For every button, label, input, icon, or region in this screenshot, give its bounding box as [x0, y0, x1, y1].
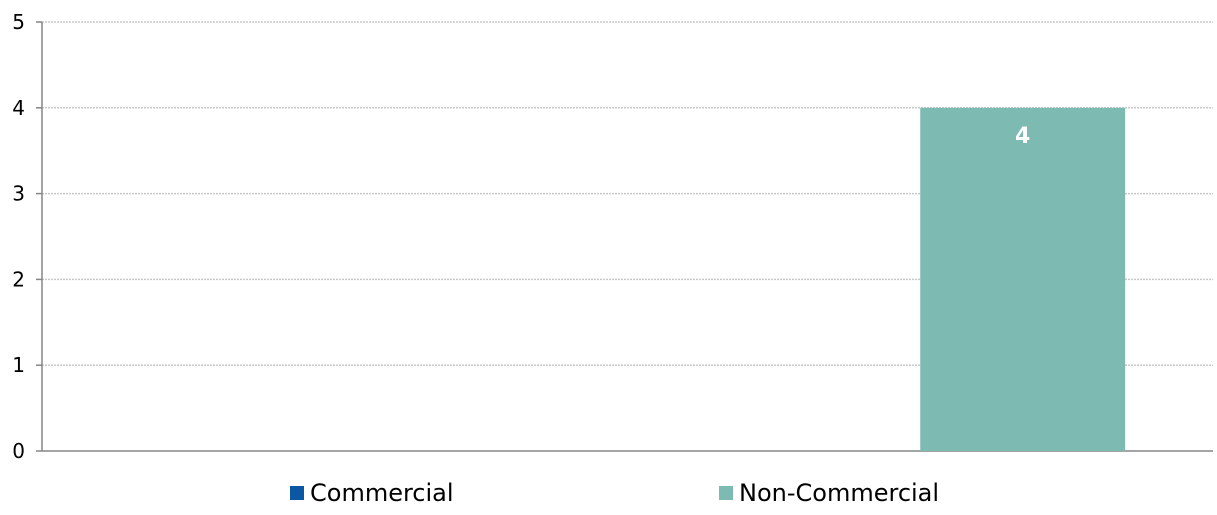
- bars: [920, 107, 1126, 452]
- data-labels: 4: [1015, 124, 1030, 149]
- y-tick-label-1: 1: [12, 353, 25, 377]
- y-tick-label-3: 3: [12, 182, 25, 206]
- bar-non-commercial: [920, 107, 1126, 452]
- legend-swatch-non-commercial: [719, 486, 733, 500]
- legend-item-commercial: Commercial: [290, 479, 454, 507]
- legend-swatch-commercial: [290, 486, 304, 500]
- y-tick-label-0: 0: [12, 439, 25, 463]
- data-label-non-commercial: 4: [1015, 124, 1030, 149]
- y-tick-label-5: 5: [12, 10, 25, 34]
- y-tick-label-4: 4: [12, 96, 25, 120]
- legend-label-non-commercial: Non-Commercial: [739, 479, 939, 507]
- y-tick-label-2: 2: [12, 267, 25, 291]
- legend: Commercial Non-Commercial: [290, 479, 939, 507]
- legend-item-non-commercial: Non-Commercial: [719, 479, 939, 507]
- legend-label-commercial: Commercial: [310, 479, 454, 507]
